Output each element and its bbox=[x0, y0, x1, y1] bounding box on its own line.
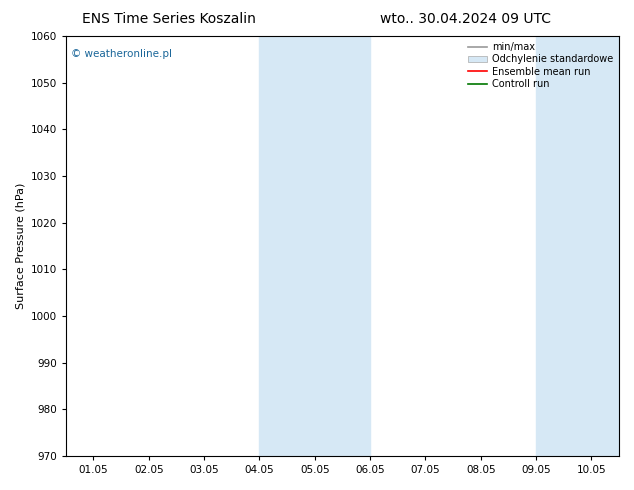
Bar bbox=[536, 36, 619, 456]
Y-axis label: Surface Pressure (hPa): Surface Pressure (hPa) bbox=[15, 183, 25, 309]
Bar bbox=[259, 36, 370, 456]
Text: ENS Time Series Koszalin: ENS Time Series Koszalin bbox=[82, 12, 256, 26]
Text: © weatheronline.pl: © weatheronline.pl bbox=[72, 49, 172, 59]
Text: wto.. 30.04.2024 09 UTC: wto.. 30.04.2024 09 UTC bbox=[380, 12, 552, 26]
Legend: min/max, Odchylenie standardowe, Ensemble mean run, Controll run: min/max, Odchylenie standardowe, Ensembl… bbox=[465, 39, 616, 92]
